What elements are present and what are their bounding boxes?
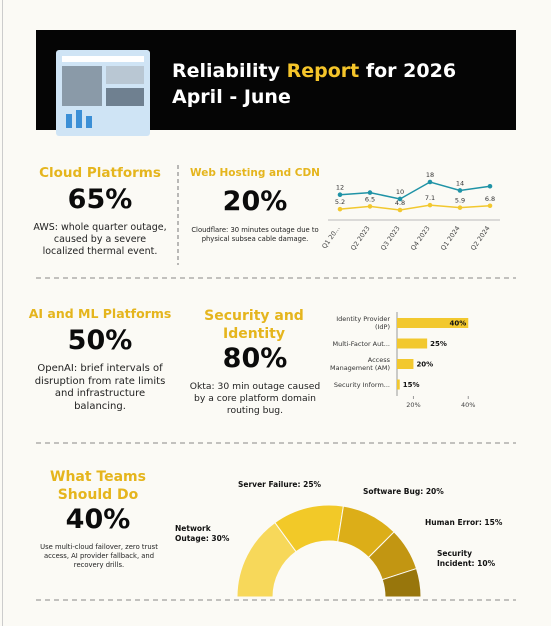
category-label: Access Management (AM)	[329, 356, 390, 372]
point	[487, 183, 493, 189]
data-label: 18	[426, 171, 434, 179]
x-tick-label: Q2 2024	[469, 225, 492, 252]
card-text: Okta: 30 min outage caused by a core pla…	[189, 381, 321, 416]
point	[367, 190, 373, 195]
title-part: for 2026	[365, 60, 457, 82]
data-label: 15%	[403, 381, 420, 389]
data-label: 4.8	[395, 199, 405, 207]
point	[487, 203, 493, 209]
card-stat: 40%	[65, 504, 131, 535]
bar	[397, 318, 469, 328]
donut-segment	[381, 567, 422, 598]
point	[337, 192, 343, 198]
bar	[397, 379, 400, 390]
data-label: 6.8	[485, 195, 495, 203]
illustration-block	[106, 88, 144, 106]
illustration-bar	[76, 110, 82, 128]
data-label: 14	[456, 179, 464, 187]
point	[397, 207, 403, 213]
point	[457, 188, 463, 193]
card-text: Use multi-cloud failover, zero trust acc…	[40, 543, 158, 569]
header-illustration	[56, 50, 150, 136]
x-tick-label: Q2 2023	[349, 225, 372, 252]
point	[427, 202, 433, 208]
illustration-bar	[62, 56, 144, 62]
card-title: Cloud Platforms	[39, 165, 161, 181]
data-label: 25%	[430, 340, 447, 348]
x-tick-label: Q3 2023	[379, 225, 402, 252]
card-text: Cloudflare: 30 minutes outage due to phy…	[191, 226, 319, 243]
card-title: Web Hosting and CDN	[190, 167, 320, 179]
series-line	[339, 204, 491, 211]
data-label: 5.2	[335, 198, 345, 206]
card-text: AWS: whole quarter outage, caused by a s…	[33, 222, 167, 257]
report-subtitle: April - June	[172, 86, 291, 108]
illustration-bar	[86, 116, 92, 128]
segment-label: Server Failure: 25%	[238, 480, 322, 489]
point	[397, 196, 403, 202]
x-tick-label: 20%	[406, 401, 420, 409]
x-tick-label: Q1 2024	[439, 225, 462, 252]
x-tick-label: Q4 2023	[409, 225, 432, 252]
series-line	[339, 181, 491, 200]
point	[457, 205, 463, 210]
card-text: OpenAI: brief intervals of disruption fr…	[34, 363, 166, 412]
data-label: 20%	[416, 361, 433, 369]
report-title: Reliability Report for 2026 April - June	[172, 58, 456, 110]
data-label: 40%	[449, 320, 466, 328]
data-label: 5.9	[455, 197, 465, 205]
card-title: Security and Identity	[204, 308, 304, 342]
edge-line	[2, 0, 3, 626]
data-label: 12	[336, 184, 344, 192]
card-stat: 80%	[222, 343, 288, 374]
point	[367, 204, 373, 209]
illustration-bar	[66, 114, 72, 128]
card-stat: 20%	[222, 186, 288, 217]
illustration-block	[106, 66, 144, 84]
card-title: What Teams Should Do	[50, 469, 146, 503]
segment-label: Software Bug: 20%	[363, 487, 444, 496]
x-tick-label: Q1 20...	[320, 225, 341, 251]
segment-label: Security Incident: 10%	[437, 549, 496, 568]
category-label: Identity Provider (IdP)	[336, 315, 390, 331]
category-label: Security Inform...	[333, 380, 390, 389]
card-stat: 65%	[67, 184, 133, 215]
card-stat: 50%	[67, 325, 133, 356]
point	[427, 179, 433, 185]
data-label: 7.1	[425, 194, 435, 202]
bar	[397, 338, 428, 349]
illustration-block	[62, 66, 102, 106]
point	[337, 206, 343, 212]
data-label: 10	[396, 188, 404, 196]
category-label: Multi-Factor Aut...	[332, 339, 390, 348]
bar	[397, 359, 414, 369]
title-part: Reliability	[172, 60, 280, 82]
title-highlight: Report	[286, 60, 360, 82]
card-title: AI and ML Platforms	[28, 306, 172, 321]
data-label: 6.5	[365, 195, 375, 203]
x-tick-label: 40%	[461, 401, 475, 409]
segment-label: Human Error: 15%	[425, 518, 503, 527]
segment-label: Network Outage: 30%	[175, 524, 230, 543]
